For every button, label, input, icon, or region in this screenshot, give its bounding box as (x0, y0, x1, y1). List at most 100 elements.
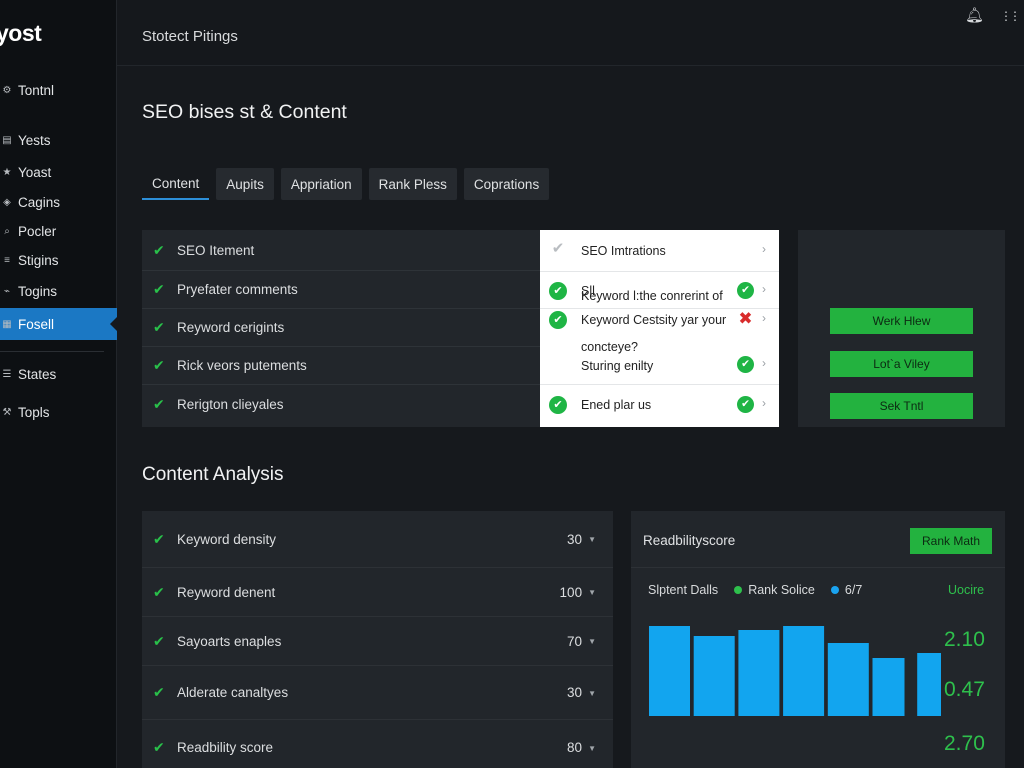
sidebar: yost ⚙ Tontnl ▤ Yests ★ Yoast ◈ Cagins ⌕ Pocler ≡ S… (0, 0, 118, 768)
check-icon: ✔ (153, 241, 165, 258)
app-logo: yost (0, 20, 42, 46)
action-button[interactable]: Lot`a Viley (830, 351, 973, 377)
chevron-right-icon[interactable]: › (762, 282, 766, 296)
value-dropdown[interactable]: 70 ▼ (567, 633, 596, 649)
page-title: SEO bises st & Content (142, 101, 347, 123)
chevron-right-icon[interactable]: › (762, 311, 766, 325)
sidebar-item-cagins[interactable]: ◈ Cagins (0, 190, 117, 214)
list-item: ✔ Pryefater comments (142, 271, 540, 309)
chart-bar (827, 643, 869, 716)
sidebar-item-tontnl[interactable]: ⚙ Tontnl (0, 78, 117, 102)
popup-row[interactable]: ✔ Keyword Cestsity yar your ✖ › (540, 308, 779, 332)
chart-bar (738, 630, 780, 716)
tab-aupits[interactable]: Aupits (216, 168, 274, 200)
chart-bar (693, 636, 735, 716)
legend-entry: Rank Solice (748, 583, 815, 597)
check-icon: ✔ (153, 684, 165, 700)
table-row: ✔ Alderate canaltyes 30 ▼ (142, 666, 613, 720)
fail-icon: ✖ (738, 309, 753, 328)
stat-value: 2.70 (944, 732, 985, 755)
actions-panel: Werk Hlew Lot`a Viley Sek Tntl (798, 230, 1005, 427)
value-dropdown[interactable]: 80 ▼ (567, 740, 596, 755)
list-item: ✔ Reyword cerigints (142, 309, 540, 347)
sidebar-item-label: Togins (18, 283, 58, 299)
sidebar-divider (0, 351, 104, 352)
sidebar-item-yests[interactable]: ▤ Yests (0, 128, 117, 152)
update-link[interactable]: Uocire (948, 583, 985, 597)
popup-row[interactable]: ✔ Sll ✔ › (540, 272, 779, 306)
popup-row[interactable]: Sturing enilty ✔ › (540, 348, 779, 385)
sidebar-item-pocler[interactable]: ⌕ Pocler (0, 219, 117, 243)
chevron-down-icon: ▼ (588, 743, 596, 753)
document-icon: ▤ (2, 134, 12, 146)
value-dropdown[interactable]: 30 ▼ (567, 685, 596, 700)
value-dropdown[interactable]: 30 ▼ (567, 531, 596, 547)
pass-icon: ✔ (737, 282, 754, 299)
list-item: ✔ Rick veors putements (142, 347, 540, 385)
tab-appriation[interactable]: Appriation (280, 168, 362, 200)
popup-row: concteye? (581, 340, 638, 354)
stat-value: 2.10 (944, 628, 985, 651)
check-icon: ✔ (153, 583, 165, 600)
plug-icon: ⌁ (3, 285, 11, 297)
legend-label: Slptent Dalls (648, 583, 719, 597)
top-bar-title: Stotect Pitings (142, 28, 238, 45)
bell-icon[interactable]: 🔔︎ (965, 7, 985, 24)
popup-row[interactable]: ✔ SEO Imtrations › (540, 230, 779, 272)
chevron-right-icon[interactable]: › (762, 356, 766, 370)
chart-bar (872, 658, 905, 716)
popup-row: Keyword l:the conrerint of (581, 289, 723, 303)
legend-dot (734, 586, 743, 594)
sidebar-item-label: States (18, 366, 57, 382)
check-icon: ✔ (153, 530, 165, 547)
readability-title: Readbilityscore (643, 533, 736, 548)
tab-content[interactable]: Content (142, 168, 210, 200)
sidebar-item-topls[interactable]: ⚒ Topls (0, 400, 117, 424)
chart-bar (917, 653, 941, 716)
seo-integrations-popup: ✔ SEO Imtrations › ✔ Sll ✔ › Keyword l:t… (540, 230, 779, 427)
sliders-icon: ≡ (4, 254, 10, 266)
tab-rank-pless[interactable]: Rank Pless (368, 168, 457, 200)
sidebar-item-label: Tontnl (18, 82, 55, 98)
popup-row[interactable]: ✔ Ened plar us ✔ › (540, 385, 779, 427)
tab-bar: Content Aupits Appriation Rank Pless Cop… (142, 168, 550, 200)
check-icon: ✔ (153, 395, 165, 412)
check-icon: ✔ (549, 311, 567, 329)
chart-legend: Slptent Dalls Rank Solice 6/7 (648, 583, 862, 597)
chevron-right-icon[interactable]: › (762, 396, 766, 410)
top-bar: Stotect Pitings 🔔︎ ⋮⋮ (117, 0, 1024, 66)
check-icon: ✔ (153, 281, 165, 297)
content-analysis-list: ✔ Keyword density 30 ▼ ✔ Reyword denent 100 ▼ … (142, 511, 613, 768)
sidebar-item-yoast[interactable]: ★ Yoast (0, 160, 117, 184)
sidebar-item-stigins[interactable]: ≡ Stigins (0, 248, 117, 272)
rank-math-button[interactable]: Rank Math (910, 528, 992, 554)
check-icon: ✔ (549, 396, 567, 414)
search-icon: ⌕ (4, 225, 10, 237)
tools-icon: ⚒ (2, 406, 12, 418)
check-icon: ✔ (153, 632, 165, 649)
sidebar-item-label: Cagins (18, 194, 61, 210)
star-icon: ★ (2, 166, 12, 178)
sidebar-item-label: Pocler (18, 223, 57, 239)
chart-bar (783, 626, 825, 716)
table-row: ✔ Readbility score 80 ▼ (153, 739, 596, 755)
pass-icon: ✔ (737, 396, 754, 413)
sidebar-item-label: Stigins (18, 252, 59, 268)
sidebar-item-fosell[interactable]: ▦ Fosell (0, 308, 118, 340)
readability-bar-chart (649, 626, 941, 716)
seo-checklist: ✔ SEO Itement ✔ Pryefater comments ✔ Reywor… (142, 230, 540, 427)
tab-coprations[interactable]: Coprations (463, 168, 550, 200)
chevron-right-icon[interactable]: › (762, 242, 766, 256)
check-icon: ✔ (549, 282, 567, 300)
list-item: ✔ SEO Itement (142, 230, 540, 271)
chevron-down-icon: ▼ (588, 588, 596, 598)
check-icon: ✔ (153, 319, 165, 335)
table-row: ✔ Keyword density 30 ▼ (142, 511, 613, 568)
sidebar-item-togins[interactable]: ⌁ Togins (0, 279, 117, 303)
grid-icon[interactable]: ⋮⋮ (1000, 9, 1021, 23)
action-button[interactable]: Werk Hlew (830, 308, 973, 334)
action-button[interactable]: Sek Tntl (830, 393, 973, 419)
sidebar-item-states[interactable]: ☰ States (0, 362, 117, 386)
chevron-down-icon: ▼ (588, 535, 596, 545)
value-dropdown[interactable]: 100 ▼ (559, 584, 596, 600)
